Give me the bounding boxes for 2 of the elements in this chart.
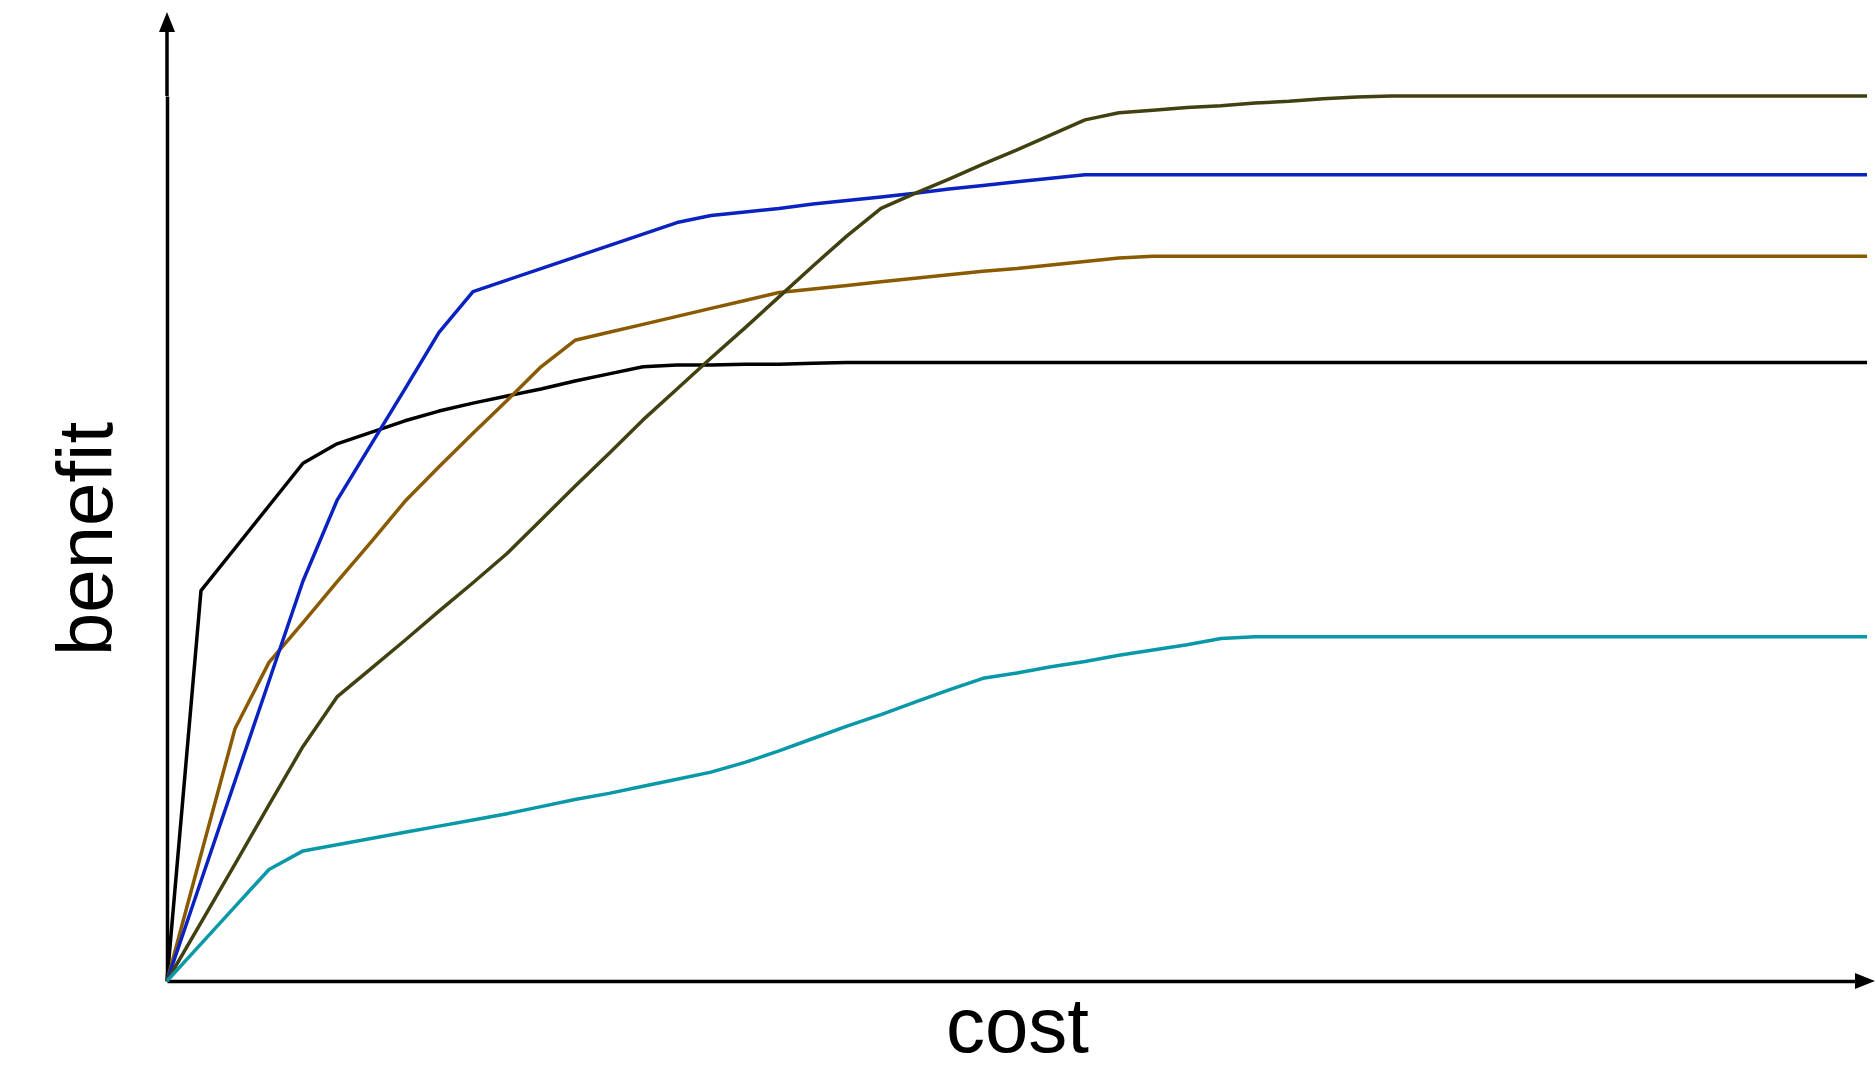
x-axis-title: cost [945,980,1090,1069]
y-axis-title: benefit [40,421,129,657]
